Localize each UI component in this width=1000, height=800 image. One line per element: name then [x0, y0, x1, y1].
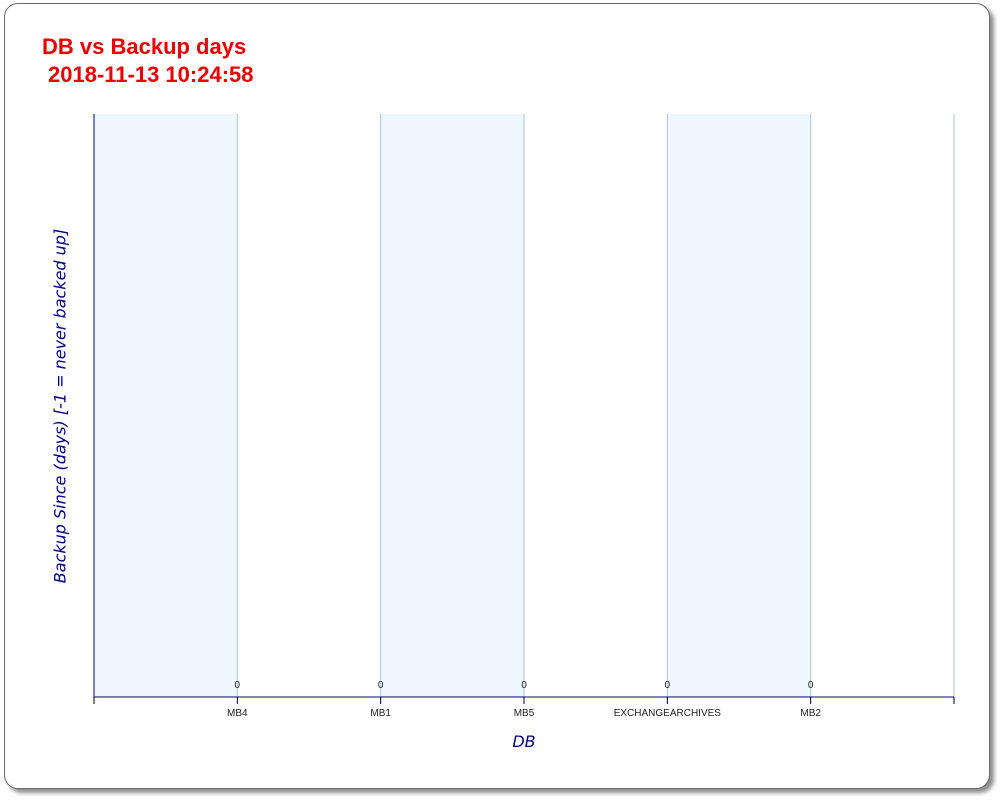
x-axis-label: DB — [512, 732, 536, 751]
data-label: 0 — [235, 680, 241, 691]
y-axis-label: Backup Since (days) [-1 = never backed u… — [50, 228, 70, 584]
x-tick-label: MB5 — [514, 708, 535, 719]
x-tick-label: MB4 — [227, 708, 248, 719]
plot-band — [667, 114, 811, 697]
chart-title-block: DB vs Backup days 2018-11-13 10:24:58 — [42, 33, 254, 89]
chart-title: DB vs Backup days — [42, 34, 247, 59]
data-label: 0 — [665, 680, 671, 691]
plot-band — [94, 114, 238, 697]
data-label: 0 — [521, 680, 527, 691]
chart-subtitle: 2018-11-13 10:24:58 — [48, 62, 254, 87]
x-tick-label: MB2 — [800, 708, 821, 719]
x-tick-label: MB1 — [370, 708, 391, 719]
x-tick-label: EXCHANGEARCHIVES — [614, 708, 722, 719]
data-label: 0 — [378, 680, 384, 691]
y-axis-label-area: Backup Since (days) [-1 = never backed u… — [20, 114, 100, 698]
plot-band — [380, 114, 524, 697]
data-label: 0 — [808, 680, 814, 691]
